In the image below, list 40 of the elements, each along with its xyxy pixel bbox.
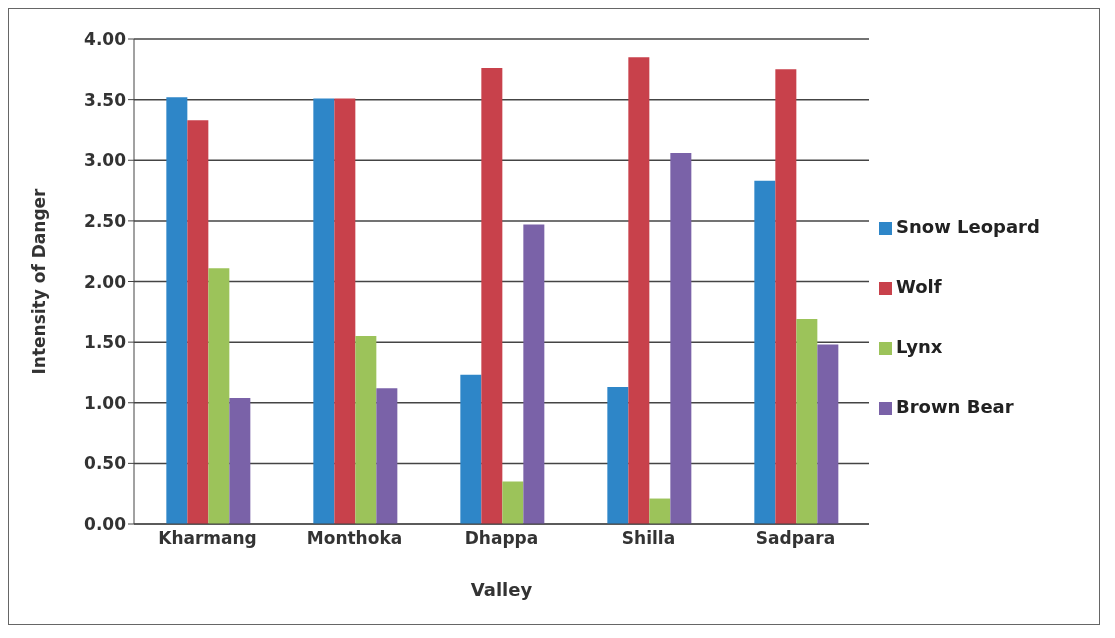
- bar: [670, 152, 692, 524]
- bar: [376, 388, 398, 524]
- legend-label: Snow Leopard: [896, 215, 1040, 237]
- y-axis-title: Intensity of Danger: [29, 187, 50, 375]
- y-tick-label: 2.00: [84, 271, 127, 292]
- bar: [229, 397, 251, 524]
- y-tick-label: 1.00: [84, 392, 127, 413]
- x-tick-label: Kharmang: [158, 528, 257, 549]
- bar: [775, 69, 797, 524]
- y-tick-label: 0.50: [84, 453, 127, 474]
- y-tick-label: 4.00: [84, 29, 127, 50]
- bar: [502, 481, 524, 524]
- bar: [607, 386, 629, 524]
- bar: [187, 120, 209, 524]
- bar: [334, 98, 356, 524]
- legend-label: Wolf: [896, 275, 942, 297]
- legend-label: Brown Bear: [896, 395, 1014, 417]
- bar: [628, 57, 650, 524]
- y-tick-label: 3.00: [84, 150, 127, 171]
- x-tick-label: Sadpara: [755, 528, 836, 549]
- bar: [355, 336, 377, 524]
- bar: [460, 374, 482, 524]
- bar: [313, 98, 335, 524]
- y-tick-label: 1.50: [84, 332, 127, 353]
- x-tick-label: Dhappa: [464, 528, 539, 549]
- x-axis-title: Valley: [470, 579, 533, 600]
- x-tick-label: Shilla: [621, 528, 676, 549]
- bar: [166, 97, 188, 524]
- y-tick-label: 2.50: [84, 210, 127, 231]
- bar: [523, 224, 545, 524]
- bar: [208, 268, 230, 524]
- y-tick-label: 0.00: [84, 514, 127, 535]
- x-tick-label: Monthoka: [306, 528, 403, 549]
- legend-label: Lynx: [896, 335, 943, 357]
- bar: [649, 498, 671, 524]
- y-tick-label: 3.50: [84, 89, 127, 110]
- bar: [481, 68, 503, 524]
- bar: [796, 319, 818, 524]
- bar: [817, 344, 839, 524]
- bar: [754, 180, 776, 524]
